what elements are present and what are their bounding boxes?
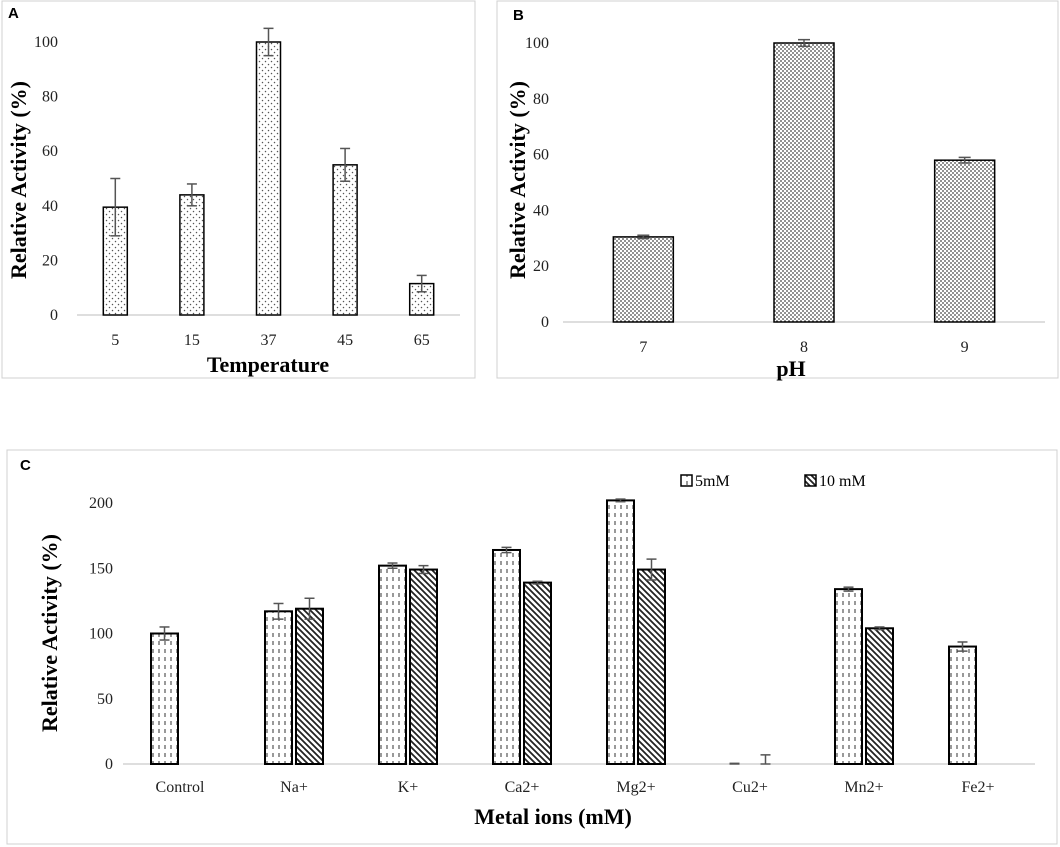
panel-c-error-bar-5mm-fe2 (957, 641, 968, 652)
panel-c-bar-10-mm-mg2 (637, 568, 666, 765)
panel-c-error-bar-5mm-ca2 (501, 546, 512, 554)
panel-a-bar-45 (332, 164, 358, 316)
panel-b-y-tick-80: 80 (533, 91, 549, 108)
panel-a-x-tick-45: 45 (337, 332, 353, 349)
panel-a-x-tick-37: 37 (261, 332, 277, 349)
panel-b-error-bar-9 (958, 156, 971, 164)
panel-a-y-tick-100: 100 (34, 34, 58, 51)
panel-a-bar-37 (255, 41, 282, 316)
panel-c-bar-5mm-mn2 (834, 588, 863, 765)
panel-c-bar-5mm-mg2 (606, 499, 635, 765)
panel-c-error-bar-10-mm-ca2 (532, 580, 543, 585)
panel-c-error-bar-10-mm-mg2 (646, 558, 657, 581)
panel-c-error-bar-5mm-k (387, 562, 398, 569)
panel-a-x-tick-65: 65 (414, 332, 430, 349)
panel-b-y-tick-40: 40 (533, 202, 549, 219)
panel-b-bar-7 (612, 236, 675, 323)
panel-a-error-bar-45 (340, 147, 351, 182)
panel-c-error-bar-10-mm-mn2 (874, 626, 885, 631)
legend-swatch-5mm (680, 474, 693, 487)
panel-a-frame (1, 0, 476, 379)
panel-c-x-tick-fe2: Fe2+ (961, 779, 994, 796)
panel-c-error-bar-10-mm-na (304, 597, 315, 620)
panel-a-x-tick-15: 15 (184, 332, 200, 349)
panel-a: A 0 20 40 60 80 100 5 15 37 45 65 Temperature Relati… (1, 0, 476, 379)
panel-c-x-tick-k: K+ (398, 779, 419, 796)
panel-b-letter: B (513, 7, 524, 24)
panel-c-bar-10-mm-na (295, 607, 324, 766)
panel-c-y-axis-title: Relative Activity (%) (37, 534, 62, 732)
panel-b-y-tick-60: 60 (533, 147, 549, 164)
legend-label-5mm: 5mM (695, 473, 730, 490)
panel-b-x-axis-title: pH (776, 356, 805, 381)
panel-c-bar-5mm-fe2 (948, 645, 977, 765)
panel-b-x-tick-9: 9 (961, 339, 969, 356)
panel-c-bar-10-mm-ca2 (523, 581, 552, 765)
panel-b-y-axis-title: Relative Activity (%) (505, 81, 530, 279)
panel-a-y-tick-80: 80 (42, 89, 58, 106)
panel-a-error-bar-5 (110, 177, 121, 237)
panel-a-letter: A (8, 5, 19, 22)
panel-b-bar-8 (773, 42, 835, 323)
panel-b-x-tick-7: 7 (639, 339, 647, 356)
panel-a-x-axis-title: Temperature (207, 352, 329, 377)
panel-c-bar-5mm-k (378, 564, 407, 766)
panel-c-error-bar-5mm-cu2 (729, 762, 740, 765)
panel-c-bar-5mm-ca2 (492, 548, 521, 765)
panel-b-y-tick-100: 100 (525, 35, 549, 52)
panel-c-error-bar-5mm-na (273, 602, 284, 620)
panel-c-x-axis-title: Metal ions (mM) (474, 804, 632, 829)
panel-a-error-bar-15 (186, 183, 197, 207)
panel-c: C 0 50 100 150 200 Control Na+ K+ Ca2+ Mg2+ Cu2+ Mn… (6, 449, 1058, 845)
panel-a-error-bar-37 (263, 27, 274, 57)
panel-c-bar-5mm-na (264, 610, 293, 765)
panel-c-bar-5mm-control (150, 632, 179, 765)
legend-swatch-10-mm (804, 474, 817, 487)
panel-c-x-tick-mg2: Mg2+ (616, 779, 655, 796)
panel-a-y-tick-40: 40 (42, 198, 58, 215)
panel-c-y-tick-200: 200 (89, 495, 113, 512)
panel-c-y-tick-100: 100 (89, 626, 113, 643)
panel-a-y-axis-title: Relative Activity (%) (6, 81, 31, 279)
panel-a-y-tick-0: 0 (50, 307, 58, 324)
panel-b-bar-9 (933, 159, 996, 323)
panel-b: B 0 20 40 60 80 100 7 8 9 pH Relative Activity (%) (496, 0, 1059, 381)
panel-c-letter: C (20, 457, 31, 474)
panel-c-x-tick-ca2: Ca2+ (505, 779, 540, 796)
panel-c-y-tick-50: 50 (97, 691, 113, 708)
panel-a-y-tick-20: 20 (42, 252, 58, 269)
panel-a-error-bar-65 (416, 274, 427, 293)
panel-c-x-tick-na: Na+ (280, 779, 308, 796)
panel-c-error-bar-5mm-control (159, 626, 170, 641)
panel-c-bar-10-mm-mn2 (865, 627, 894, 766)
panel-a-y-tick-60: 60 (42, 143, 58, 160)
panel-c-error-bar-10-mm-cu2 (760, 754, 771, 765)
panel-a-x-tick-5: 5 (111, 332, 119, 349)
legend-label-10-mm: 10 mM (819, 473, 866, 490)
panel-c-x-tick-mn2: Mn2+ (844, 779, 883, 796)
panel-c-legend: 5mM 10 mM (680, 473, 866, 490)
panel-c-x-tick-control: Control (156, 779, 205, 796)
panel-c-bar-10-mm-k (409, 568, 438, 765)
panel-a-bar-15 (179, 194, 205, 316)
panel-b-y-tick-0: 0 (541, 314, 549, 331)
panel-b-error-bar-8 (798, 38, 810, 48)
panel-c-y-tick-0: 0 (105, 756, 113, 773)
panel-c-error-bar-10-mm-k (418, 564, 429, 575)
panel-b-y-tick-20: 20 (533, 258, 549, 275)
panel-b-error-bar-7 (637, 234, 650, 240)
panel-c-y-tick-150: 150 (89, 560, 113, 577)
panel-c-error-bar-5mm-mg2 (615, 498, 626, 503)
panel-c-error-bar-5mm-mn2 (843, 586, 854, 592)
panel-b-x-tick-8: 8 (800, 339, 808, 356)
panel-c-x-tick-cu2: Cu2+ (732, 779, 768, 796)
